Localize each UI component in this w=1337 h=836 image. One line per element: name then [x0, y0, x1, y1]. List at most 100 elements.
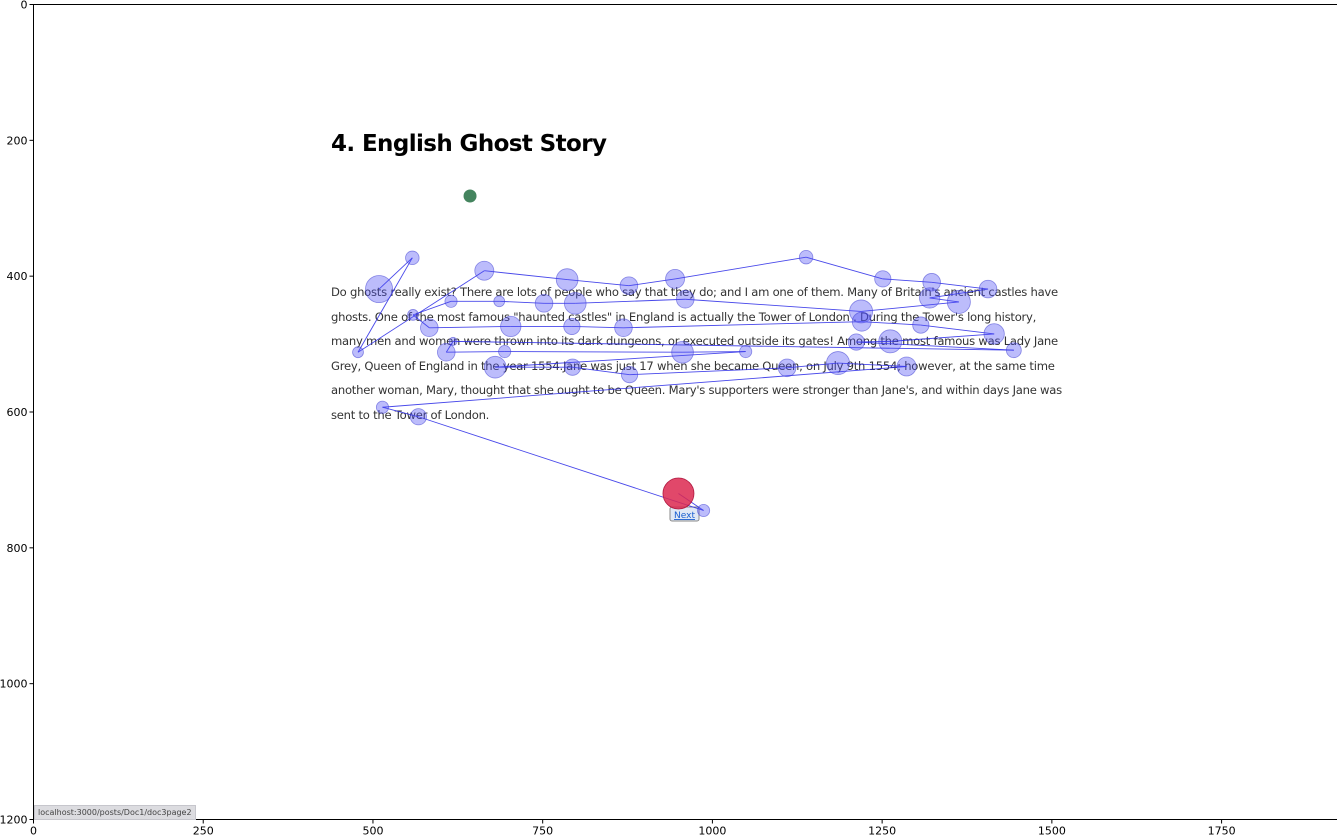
- saccade-line: [382, 366, 907, 408]
- saccade-line: [623, 321, 862, 329]
- saccade-line: [674, 256, 807, 280]
- fixation-point: [978, 279, 998, 299]
- x-tick-label: 0: [30, 825, 37, 836]
- saccade-line: [920, 324, 995, 335]
- next-link-button[interactable]: Next: [669, 506, 700, 522]
- fixation-point: [922, 273, 941, 292]
- fixation-point: [444, 294, 458, 308]
- fixation-point: [665, 268, 685, 289]
- x-tick-label: 1000: [698, 825, 726, 836]
- fixation-point: [671, 340, 694, 364]
- y-tick-label: 200: [7, 134, 28, 147]
- fixation-point: [614, 318, 633, 338]
- saccade-line: [378, 257, 413, 290]
- saccade-line: [357, 270, 485, 353]
- saccade-line: [685, 298, 862, 312]
- saccade-line: [929, 297, 959, 303]
- saccade-line: [861, 301, 959, 312]
- fixation-point: [493, 295, 506, 308]
- fixation-point: [619, 276, 639, 295]
- gaze-end-point: [662, 477, 695, 510]
- fixation-point: [697, 503, 711, 517]
- fixation-point: [437, 343, 456, 362]
- fixation-point: [405, 250, 420, 266]
- fixation-point: [365, 275, 394, 304]
- saccade-line: [412, 300, 452, 316]
- y-tick-label: 400: [7, 270, 28, 283]
- fixation-point: [375, 400, 389, 414]
- y-tick-label: 0: [21, 0, 28, 12]
- x-tick-label: 1250: [868, 825, 896, 836]
- fixation-points: [352, 189, 1022, 517]
- y-tick-label: 1200: [0, 814, 28, 827]
- fixation-point: [849, 299, 874, 324]
- body-line-4: Grey, Queen of England in the year 1554.…: [331, 359, 1055, 373]
- saccade-line: [357, 257, 413, 353]
- fixation-point: [739, 345, 753, 359]
- fixation-point: [555, 268, 579, 291]
- fixation-point: [483, 355, 507, 379]
- fixation-point: [946, 290, 971, 314]
- fixation-point: [564, 358, 582, 376]
- fixation-point: [919, 287, 941, 309]
- saccade-line: [418, 416, 704, 511]
- fixation-point: [777, 358, 797, 378]
- fixation-point: [676, 290, 695, 309]
- y-tick-label: 600: [7, 406, 28, 419]
- saccade-line: [628, 278, 676, 287]
- fixation-point: [448, 336, 458, 346]
- saccade-line: [572, 366, 630, 376]
- fixation-point: [874, 270, 892, 288]
- page-content-layer: 4. English Ghost Story Do ghosts really …: [331, 131, 1062, 522]
- fixation-point: [878, 329, 903, 354]
- next-link-label[interactable]: Next: [674, 511, 695, 521]
- fixation-point: [474, 260, 495, 281]
- saccade-line: [567, 279, 629, 287]
- saccade-line: [805, 256, 883, 280]
- fixation-point: [500, 315, 522, 338]
- fixation-point: [563, 317, 581, 335]
- status-url-bar: localhost:3000/posts/Doc1/doc3page2: [34, 805, 196, 820]
- x-tick-label: 750: [532, 825, 553, 836]
- fixation-point: [409, 408, 427, 426]
- saccade-line: [575, 298, 686, 304]
- fixation-point: [847, 333, 865, 351]
- fixation-point: [564, 292, 587, 315]
- saccade-line: [453, 340, 1014, 351]
- fixation-point: [826, 351, 850, 376]
- fixation-point: [352, 346, 364, 359]
- fixation-point: [896, 356, 917, 377]
- x-tick-label: 1500: [1038, 825, 1066, 836]
- fixation-point: [407, 309, 419, 321]
- saccade-line: [504, 351, 683, 353]
- saccade-line: [890, 333, 995, 342]
- y-tick-label: 1000: [0, 678, 28, 691]
- saccade-line: [412, 314, 430, 329]
- y-tick-label: 800: [7, 542, 28, 555]
- saccade-line: [931, 281, 989, 290]
- fixation-point: [851, 311, 872, 332]
- page-title: 4. English Ghost Story: [331, 131, 607, 157]
- x-tick-label: 250: [193, 825, 214, 836]
- fixation-point: [798, 249, 814, 265]
- body-line-3: many men and women were thrown into its …: [331, 334, 1058, 348]
- body-line-5: another woman, Mary, thought that she ou…: [331, 383, 1062, 397]
- body-line-2: ghosts. One of the most famous "haunted …: [331, 310, 1036, 324]
- fixation-point: [983, 323, 1005, 345]
- saccade-line: [446, 351, 505, 353]
- fixation-point: [912, 316, 930, 334]
- fixation-point: [420, 318, 439, 338]
- saccade-line: [629, 367, 788, 376]
- fixation-point: [1005, 342, 1022, 359]
- fixation-point: [498, 345, 512, 359]
- fixation-point: [534, 294, 554, 313]
- saccade-line: [856, 341, 1014, 351]
- x-tick-label: 1750: [1208, 825, 1236, 836]
- fixation-point: [621, 366, 639, 384]
- saccade-line: [429, 325, 511, 329]
- saccade-line: [495, 351, 746, 368]
- saccade-line: [499, 300, 545, 304]
- saccade-line: [445, 341, 454, 353]
